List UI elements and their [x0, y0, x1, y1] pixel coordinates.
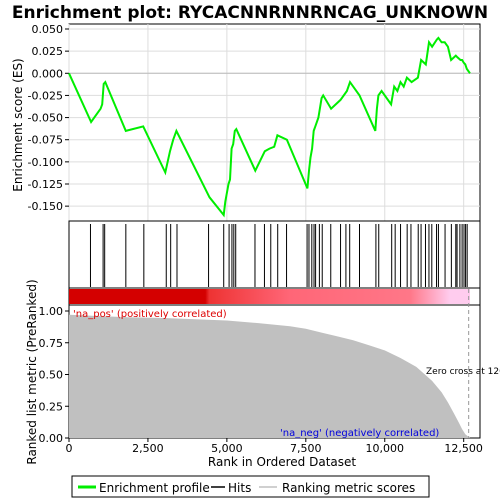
pos-correlated-label: 'na_pos' (positively correlated) [73, 309, 227, 320]
chart-title: Enrichment plot: RYCACNNRNNRNCAG_UNKNOWN [12, 3, 488, 23]
es-y-tick-label: 0.025 [32, 45, 64, 58]
ranking-heat-bar [68, 287, 481, 306]
metric-y-tick-label: 0.50 [39, 369, 64, 382]
es-y-tick-label: 0.000 [32, 67, 64, 80]
legend-label-enrichment-profile: Enrichment profile [99, 481, 210, 495]
legend-label-ranking-metric: Ranking metric scores [282, 481, 415, 495]
es-panel: 0.050 0.025 0.000 -0.025 -0.050 -0.075 -0.100 -… [11, 23, 481, 222]
es-y-tick-label: 0.050 [32, 23, 64, 36]
metric-y-tick-label: 0.00 [39, 432, 64, 445]
metric-y-axis-ticks: 1.00 0.75 0.50 0.25 0.00 [39, 305, 69, 445]
metric-x-axis-ticks: 0 2,500 5,000 7,500 10,000 12,500 [66, 438, 483, 455]
metric-y-tick-label: 1.00 [39, 305, 64, 318]
es-gridlines [68, 24, 480, 221]
neg-correlated-label: 'na_neg' (negatively correlated) [280, 428, 439, 439]
enrichment-profile-line [68, 36, 471, 218]
metric-y-tick-label: 0.75 [39, 337, 64, 350]
metric-x-tick-label: 7,500 [290, 442, 322, 455]
hits-panel [68, 220, 481, 289]
es-y-tick-label: -0.125 [28, 178, 63, 191]
metric-x-tick-label: 2,500 [132, 442, 164, 455]
legend-box [71, 475, 430, 498]
ranking-metric-area [69, 314, 470, 438]
zero-cross-label: Zero cross at 12658 [426, 367, 500, 377]
es-y-tick-label: -0.075 [28, 134, 63, 147]
es-y-tick-label: -0.025 [28, 89, 63, 102]
metric-x-tick-label: 5,000 [211, 442, 243, 455]
es-y-tick-label: -0.100 [28, 156, 63, 169]
metric-x-tick-label: 0 [66, 442, 73, 455]
es-y-tick-label: -0.050 [28, 112, 63, 125]
hit-markers [89, 224, 468, 287]
legend-label-hits: Hits [228, 481, 251, 495]
metric-y-tick-label: 0.25 [39, 400, 64, 413]
legend: Enrichment profile Hits Ranking metric s… [71, 475, 430, 498]
metric-x-tick-label: 10,000 [365, 442, 404, 455]
es-y-axis-ticks: 0.050 0.025 0.000 -0.025 -0.050 -0.075 -0.100 -… [28, 23, 69, 213]
es-y-axis-label: Enrichment score (ES) [11, 58, 25, 191]
es-panel-frame [68, 23, 481, 222]
metric-x-axis-label: Rank in Ordered Dataset [208, 455, 356, 469]
metric-y-axis-label: Ranked list metric (PreRanked) [25, 279, 39, 464]
ranked-metric-panel: 1.00 0.75 0.50 0.25 0.00 0 2,500 5,000 7,500 10,… [25, 279, 500, 469]
metric-x-tick-label: 12,500 [444, 442, 483, 455]
heat-bar-fill [69, 289, 470, 304]
es-y-tick-label: -0.150 [28, 200, 63, 213]
